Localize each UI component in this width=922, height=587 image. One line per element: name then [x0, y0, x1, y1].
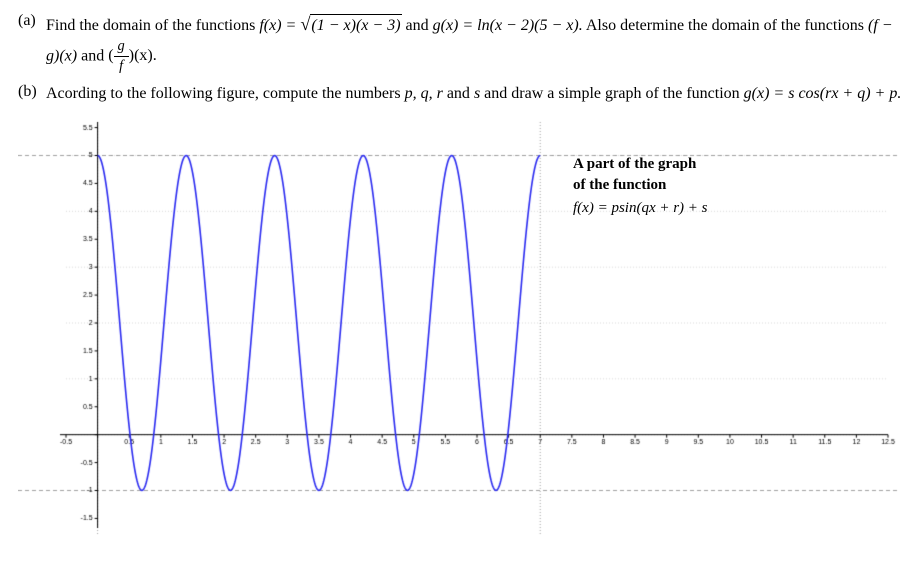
b-vars: p, q, r — [405, 85, 443, 102]
annot-line1: A part of the graph — [573, 156, 696, 172]
a-g-eq: g(x) = ln(x − 2)(5 − x). — [433, 17, 583, 34]
problem-b-body: Acording to the following figure, comput… — [46, 83, 904, 105]
b-text1: Acording to the following figure, comput… — [46, 85, 405, 102]
a-and2: and — [81, 47, 108, 64]
a-f-prefix: f(x) = — [259, 17, 300, 34]
a-text1: Find the domain of the functions — [46, 17, 259, 34]
problem-a-marker: (a) — [18, 12, 46, 77]
a-frac-bot: f — [114, 56, 129, 76]
b-s: s — [474, 85, 480, 102]
annot-eq: f(x) = psin(qx + r) + s — [573, 198, 708, 218]
a-frac: (gf)(x). — [108, 47, 157, 64]
problem-a: (a) Find the domain of the functions f(x… — [18, 12, 904, 77]
problem-b: (b) Acording to the following figure, co… — [18, 83, 904, 105]
problem-a-body: Find the domain of the functions f(x) = … — [46, 12, 904, 77]
chart-annotation: A part of the graph of the function f(x)… — [573, 154, 708, 218]
annot-line2: of the function — [573, 177, 666, 193]
a-frac-close: )(x). — [129, 47, 157, 64]
a-text2: Also determine the domain of the functio… — [586, 17, 868, 34]
a-and1: and — [406, 17, 433, 34]
a-f-eq: f(x) = √(1 − x)(x − 3) — [259, 17, 405, 34]
a-frac-top: g — [114, 37, 129, 56]
chart-box: A part of the graph of the function f(x)… — [18, 114, 898, 554]
problem-b-marker: (b) — [18, 83, 46, 105]
b-text2: and draw a simple graph of the function — [484, 85, 743, 102]
b-geq: g(x) = s cos(rx + q) + p. — [744, 85, 902, 102]
b-and: and — [447, 85, 474, 102]
function-chart — [18, 114, 898, 554]
a-sqrt-inner: (1 − x)(x − 3) — [310, 14, 401, 37]
